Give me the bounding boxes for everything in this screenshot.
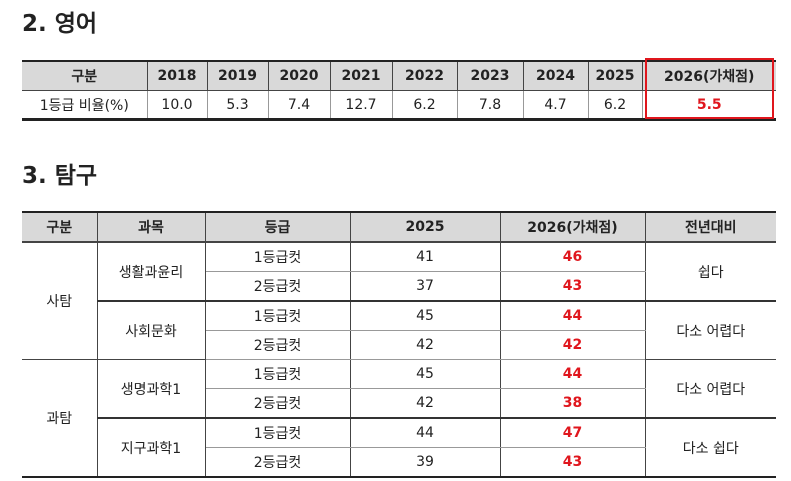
- column-header: 2023: [456, 61, 524, 91]
- english-table: 구분 2018 2019 2020 2021 2022 2023 2024 2025 2026(가…: [22, 60, 776, 121]
- column-header: 2026(가채점): [499, 212, 646, 243]
- subject-cell: 생명과학1: [96, 359, 206, 419]
- column-header: 과목: [96, 212, 206, 243]
- score-2025-cell: 42: [349, 388, 501, 419]
- value-cell: 6.2: [587, 90, 643, 120]
- value-cell: 7.8: [456, 90, 524, 120]
- score-2025-cell: 41: [349, 242, 501, 272]
- value-cell: 12.7: [329, 90, 393, 120]
- score-2026-cell: 47: [499, 417, 646, 448]
- table-row: 2등급컷 39 43: [22, 447, 776, 478]
- column-header: 2018: [146, 61, 208, 91]
- grade-cell: 2등급컷: [204, 447, 351, 478]
- column-header: 구분: [22, 61, 148, 91]
- score-2026-cell: 38: [499, 388, 646, 419]
- grade-cell: 1등급컷: [204, 300, 351, 331]
- column-header: 2020: [267, 61, 331, 91]
- compare-cell: 쉽다: [644, 242, 776, 302]
- grade-cell: 2등급컷: [204, 271, 351, 302]
- grade-cell: 1등급컷: [204, 359, 351, 389]
- column-header: 구분: [22, 212, 98, 243]
- table-row: 2등급컷 37 43: [22, 271, 776, 302]
- score-2025-cell: 45: [349, 300, 501, 331]
- subject-cell: 지구과학1: [96, 417, 206, 478]
- value-cell: 6.2: [391, 90, 458, 120]
- score-2026-cell: 42: [499, 330, 646, 360]
- column-header: 2019: [206, 61, 269, 91]
- english-section-title: 2. 영어: [22, 11, 98, 37]
- group-cell: 사탐: [22, 242, 98, 360]
- column-header: 2025: [349, 212, 501, 243]
- grade-cell: 1등급컷: [204, 417, 351, 448]
- table-row: 2등급컷 42 38: [22, 388, 776, 419]
- group-cell: 과탐: [22, 359, 98, 478]
- table-row: 사탐 생활과윤리 1등급컷 41 46 쉽다: [22, 242, 776, 360]
- score-2025-cell: 44: [349, 417, 501, 448]
- table-row: 과탐 생명과학1 1등급컷 45 44 다소 어렵다: [22, 359, 776, 478]
- compare-cell: 다소 어렵다: [644, 359, 776, 419]
- column-header: 2026(가채점): [641, 61, 776, 91]
- column-header: 전년대비: [644, 212, 776, 243]
- subject-cell: 생활과윤리: [96, 242, 206, 302]
- table-row: 사회문화 1등급컷 45 44 다소 어렵다: [22, 300, 776, 360]
- column-header: 2025: [587, 61, 643, 91]
- score-2025-cell: 42: [349, 330, 501, 360]
- grade-cell: 2등급컷: [204, 330, 351, 360]
- score-2026-cell: 43: [499, 447, 646, 478]
- inquiry-section-title: 3. 탐구: [22, 163, 98, 189]
- highlight-box: [645, 58, 774, 119]
- score-2025-cell: 39: [349, 447, 501, 478]
- column-header: 2022: [391, 61, 458, 91]
- inquiry-table: 구분 과목 등급 2025 2026(가채점) 전년대비 사탐 생활과윤리 1등급컷 41 46 쉽…: [22, 211, 776, 478]
- compare-cell: 다소 어렵다: [644, 300, 776, 360]
- column-header: 2024: [522, 61, 589, 91]
- table-row: 2등급컷 42 42: [22, 330, 776, 360]
- grade-cell: 1등급컷: [204, 242, 351, 272]
- score-2026-cell: 44: [499, 300, 646, 331]
- value-cell: 5.3: [206, 90, 269, 120]
- value-cell: 4.7: [522, 90, 589, 120]
- grade-cell: 2등급컷: [204, 388, 351, 419]
- column-header: 등급: [204, 212, 351, 243]
- value-cell: 7.4: [267, 90, 331, 120]
- score-2026-cell: 44: [499, 359, 646, 389]
- score-2025-cell: 37: [349, 271, 501, 302]
- value-cell: 5.5: [641, 90, 776, 120]
- subject-cell: 사회문화: [96, 300, 206, 360]
- score-2025-cell: 45: [349, 359, 501, 389]
- score-2026-cell: 43: [499, 271, 646, 302]
- row-label: 1등급 비율(%): [22, 90, 148, 120]
- column-header: 2021: [329, 61, 393, 91]
- score-2026-cell: 46: [499, 242, 646, 272]
- value-cell: 10.0: [146, 90, 208, 120]
- compare-cell: 다소 쉽다: [644, 417, 776, 478]
- table-row: 지구과학1 1등급컷 44 47 다소 쉽다: [22, 417, 776, 478]
